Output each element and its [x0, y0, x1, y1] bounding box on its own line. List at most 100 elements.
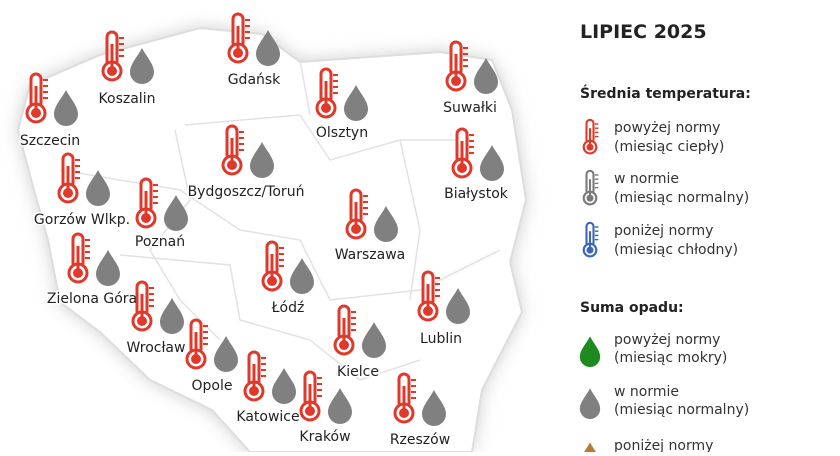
- thermometer: [582, 169, 599, 206]
- city-label: Koszalin: [99, 91, 156, 107]
- thermometer: [131, 280, 154, 332]
- thermometer-fill: [586, 194, 594, 202]
- city-label: Poznań: [135, 234, 185, 250]
- legend-label: powyżej normy: [614, 332, 720, 348]
- thermometer-fill: [451, 76, 461, 86]
- thermometer-fill: [321, 103, 331, 113]
- thermometer-column: [354, 202, 358, 228]
- thermometer-column: [588, 231, 592, 250]
- thermometer-column: [454, 54, 458, 80]
- drop: [328, 388, 352, 424]
- thermometer-column: [342, 318, 346, 344]
- drop: [256, 30, 280, 66]
- drop: [86, 170, 110, 206]
- thermometer-column: [588, 179, 592, 198]
- city-label: Wrocław: [127, 340, 186, 356]
- thermometer-fill: [31, 108, 41, 118]
- thermometer-column: [460, 141, 464, 167]
- thermometer-fill: [227, 160, 237, 170]
- drop: [54, 90, 78, 126]
- drop: [160, 298, 184, 334]
- thermometer: [445, 40, 468, 92]
- thermometer-fill: [141, 213, 151, 223]
- city-label: Olsztyn: [316, 125, 368, 141]
- thermometer-column: [110, 44, 114, 70]
- city-label: Szczecin: [20, 133, 80, 149]
- thermometer-fill: [233, 48, 243, 58]
- city-label: Gdańsk: [228, 72, 281, 88]
- thermometer-fill: [63, 188, 73, 198]
- legend-label: w normie: [614, 171, 679, 187]
- thermometer-fill: [351, 224, 361, 234]
- legend-label: powyżej normy: [614, 120, 720, 136]
- drop: [214, 336, 238, 372]
- thermometer: [582, 118, 599, 155]
- legend-note: (miesiąc normalny): [614, 402, 749, 418]
- city-label: Gorzów Wlkp.: [34, 212, 130, 228]
- city-label: Łódź: [271, 300, 305, 316]
- thermometer-column: [270, 254, 274, 280]
- thermometer-fill: [137, 316, 147, 326]
- thermometer: [315, 67, 338, 119]
- thermometer: [135, 177, 158, 229]
- thermometer-fill: [399, 408, 409, 418]
- drop: [130, 48, 154, 84]
- thermometer-column: [426, 284, 430, 310]
- thermometer-fill: [107, 66, 117, 76]
- city-label: Białystok: [444, 186, 509, 202]
- legend-label: w normie: [614, 384, 679, 400]
- thermometer: [243, 350, 266, 402]
- drop: [446, 288, 470, 324]
- thermometer-column: [402, 386, 406, 412]
- drop: [290, 258, 314, 294]
- thermometer-fill: [457, 163, 467, 173]
- drop: [362, 322, 386, 358]
- thermometer-column: [308, 384, 312, 410]
- legend-note: (miesiąc ciepły): [614, 139, 724, 155]
- city-label: Suwałki: [443, 100, 497, 116]
- legend-note: (miesiąc mokry): [614, 350, 727, 366]
- country-shape: [16, 26, 528, 453]
- thermometer: [101, 30, 124, 82]
- thermometer-column: [194, 332, 198, 358]
- city-label: Kraków: [299, 429, 350, 445]
- thermometer-fill: [305, 406, 315, 416]
- thermometer: [227, 12, 250, 64]
- thermometer: [185, 318, 208, 370]
- drop: [272, 368, 296, 404]
- drop: [579, 336, 601, 367]
- thermometer: [451, 127, 474, 179]
- thermometer-column: [324, 81, 328, 107]
- thermometer: [582, 221, 599, 258]
- thermometer-fill: [586, 143, 594, 151]
- drop: [422, 390, 446, 426]
- thermometer-column: [588, 128, 592, 147]
- legend-heading: Suma opadu:: [580, 300, 684, 316]
- thermometer-column: [230, 138, 234, 164]
- thermometer-column: [252, 364, 256, 390]
- drop: [374, 206, 398, 242]
- legend-label: poniżej normy: [614, 223, 713, 239]
- drop: [474, 58, 498, 94]
- thermometer-fill: [73, 268, 83, 278]
- thermometer-fill: [267, 276, 277, 286]
- thermometer-column: [144, 191, 148, 217]
- city-label: Lublin: [420, 331, 462, 347]
- city-label: Bydgoszcz/Toruń: [188, 184, 305, 200]
- drop: [344, 85, 368, 121]
- thermometer: [333, 304, 356, 356]
- drop: [96, 250, 120, 286]
- thermometer-fill: [423, 306, 433, 316]
- thermometer: [261, 240, 284, 292]
- city-label: Opole: [192, 378, 233, 394]
- drop: [579, 388, 601, 419]
- thermometer-column: [236, 26, 240, 52]
- thermometer: [299, 370, 322, 422]
- legend-label: poniżej normy: [614, 438, 713, 452]
- drop: [250, 142, 274, 178]
- city-label: Kielce: [337, 364, 379, 380]
- thermometer: [417, 270, 440, 322]
- thermometer: [221, 124, 244, 176]
- drop: [480, 145, 504, 181]
